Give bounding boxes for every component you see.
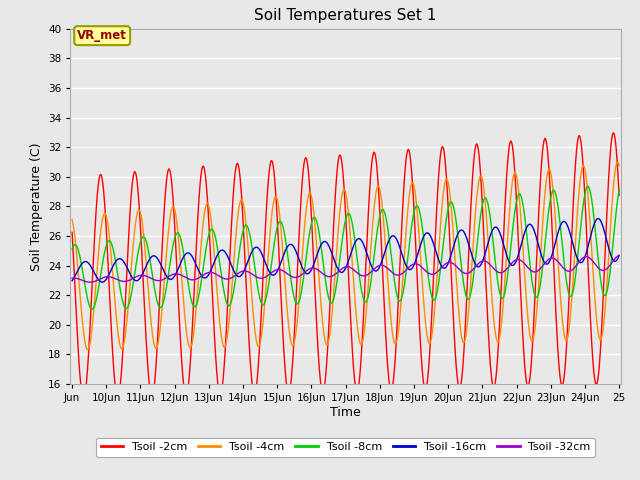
Tsoil -8cm bbox=[68, 246, 76, 252]
Tsoil -16cm bbox=[68, 278, 76, 284]
Tsoil -2cm bbox=[580, 181, 588, 187]
Tsoil -8cm bbox=[580, 195, 588, 201]
Line: Tsoil -4cm: Tsoil -4cm bbox=[72, 162, 619, 349]
Tsoil -2cm bbox=[348, 347, 356, 352]
Tsoil -16cm bbox=[580, 256, 588, 262]
Tsoil -2cm bbox=[609, 130, 617, 136]
Tsoil -16cm bbox=[316, 245, 324, 251]
Tsoil -16cm bbox=[79, 260, 86, 266]
Tsoil -8cm bbox=[88, 307, 96, 312]
Line: Tsoil -16cm: Tsoil -16cm bbox=[72, 218, 619, 282]
Tsoil -4cm bbox=[79, 318, 86, 324]
Tsoil -32cm bbox=[86, 279, 93, 285]
Tsoil -2cm bbox=[68, 229, 76, 235]
X-axis label: Time: Time bbox=[330, 406, 361, 419]
Tsoil -8cm bbox=[348, 221, 356, 227]
Tsoil -32cm bbox=[316, 268, 324, 274]
Tsoil -8cm bbox=[584, 183, 592, 189]
Tsoil -16cm bbox=[615, 252, 623, 258]
Tsoil -32cm bbox=[79, 277, 86, 283]
Tsoil -8cm bbox=[316, 234, 324, 240]
Tsoil -4cm bbox=[615, 163, 623, 168]
Tsoil -32cm bbox=[348, 266, 356, 272]
Tsoil -4cm bbox=[68, 217, 76, 223]
Tsoil -16cm bbox=[348, 246, 356, 252]
Legend: Tsoil -2cm, Tsoil -4cm, Tsoil -8cm, Tsoil -16cm, Tsoil -32cm: Tsoil -2cm, Tsoil -4cm, Tsoil -8cm, Tsoi… bbox=[96, 438, 595, 456]
Tsoil -32cm bbox=[580, 254, 588, 260]
Tsoil -2cm bbox=[316, 372, 324, 377]
Tsoil -16cm bbox=[166, 276, 174, 282]
Tsoil -4cm bbox=[166, 213, 174, 219]
Line: Tsoil -8cm: Tsoil -8cm bbox=[72, 186, 619, 310]
Tsoil -32cm bbox=[615, 252, 623, 258]
Tsoil -8cm bbox=[445, 201, 453, 207]
Tsoil -16cm bbox=[445, 257, 453, 263]
Text: VR_met: VR_met bbox=[77, 29, 127, 42]
Tsoil -8cm bbox=[166, 259, 174, 264]
Tsoil -16cm bbox=[595, 216, 602, 221]
Tsoil -4cm bbox=[316, 285, 324, 291]
Tsoil -4cm bbox=[84, 347, 92, 352]
Tsoil -2cm bbox=[79, 396, 87, 401]
Tsoil -2cm bbox=[79, 393, 86, 399]
Line: Tsoil -2cm: Tsoil -2cm bbox=[72, 133, 619, 398]
Tsoil -16cm bbox=[99, 279, 106, 285]
Tsoil -8cm bbox=[79, 267, 86, 273]
Tsoil -32cm bbox=[166, 273, 174, 278]
Tsoil -8cm bbox=[615, 187, 623, 193]
Tsoil -4cm bbox=[614, 159, 621, 165]
Tsoil -4cm bbox=[445, 187, 453, 193]
Tsoil -2cm bbox=[166, 169, 174, 175]
Tsoil -2cm bbox=[445, 229, 453, 235]
Y-axis label: Soil Temperature (C): Soil Temperature (C) bbox=[29, 142, 43, 271]
Tsoil -4cm bbox=[348, 260, 356, 265]
Tsoil -32cm bbox=[445, 260, 453, 265]
Line: Tsoil -32cm: Tsoil -32cm bbox=[72, 255, 619, 282]
Tsoil -32cm bbox=[68, 276, 76, 281]
Tsoil -2cm bbox=[615, 192, 623, 198]
Tsoil -4cm bbox=[580, 164, 588, 169]
Title: Soil Temperatures Set 1: Soil Temperatures Set 1 bbox=[255, 9, 436, 24]
